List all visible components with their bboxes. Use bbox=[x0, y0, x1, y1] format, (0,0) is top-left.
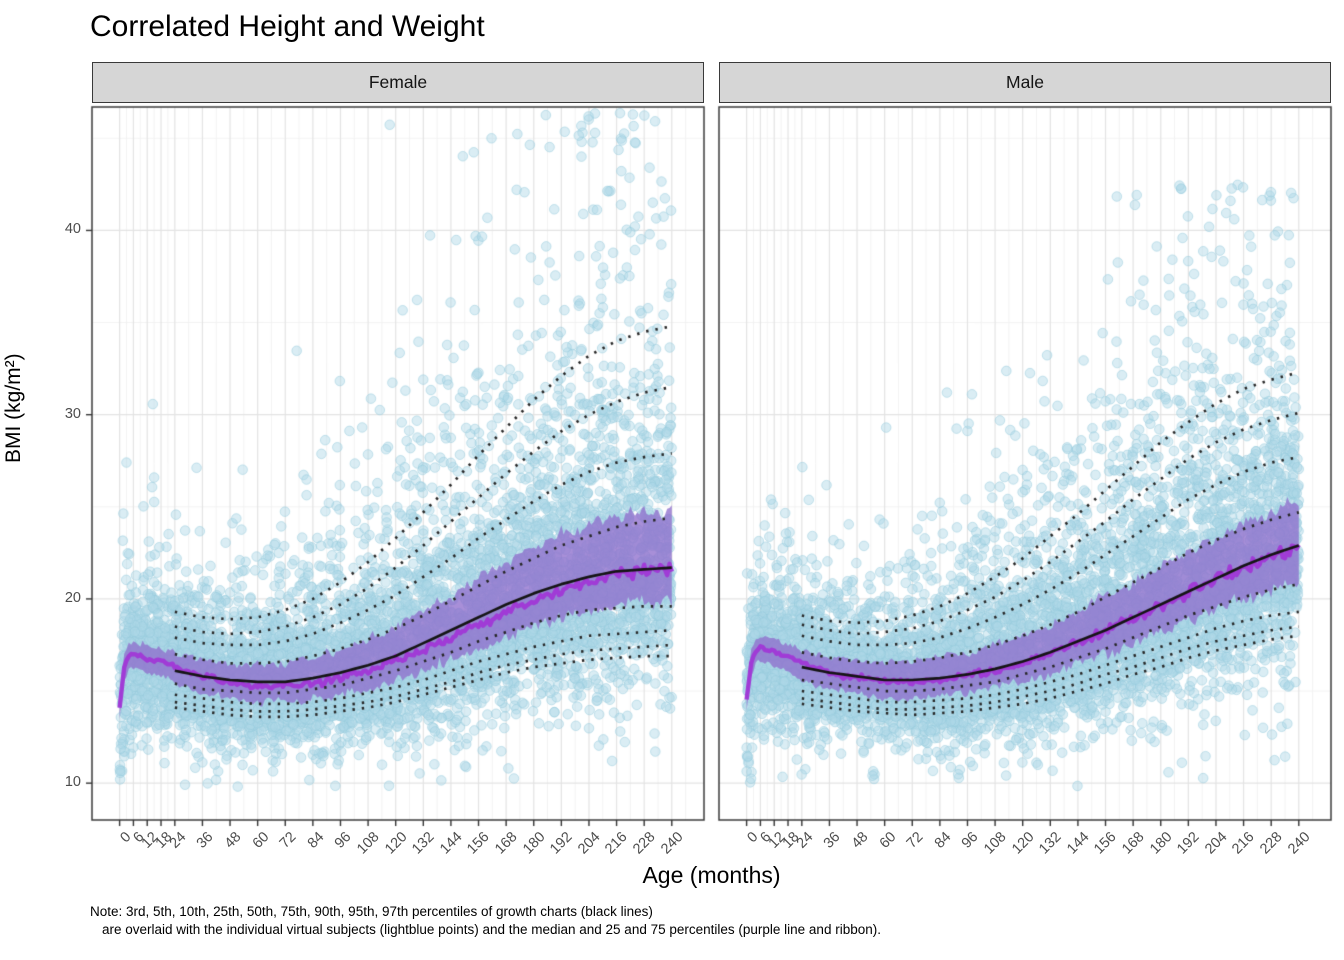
y-axis-title: BMI (kg/m²) bbox=[2, 353, 25, 463]
facet-strip-male-label: Male bbox=[1006, 72, 1044, 92]
chart-note: Note: 3rd, 5th, 10th, 25th, 50th, 75th, … bbox=[90, 903, 881, 939]
note-line-2: are overlaid with the individual virtual… bbox=[102, 922, 881, 937]
facet-strip-female: Female bbox=[92, 62, 704, 103]
y-tick-label: 20 bbox=[64, 589, 81, 606]
page-title: Correlated Height and Weight bbox=[90, 10, 485, 43]
facet-strip-female-label: Female bbox=[368, 72, 428, 92]
facet-strip-male: Male bbox=[719, 62, 1331, 103]
y-tick-label: 30 bbox=[64, 405, 81, 422]
note-line-1: Note: 3rd, 5th, 10th, 25th, 50th, 75th, … bbox=[90, 904, 653, 919]
x-axis-title: Age (months) bbox=[642, 862, 781, 888]
y-tick-label: 10 bbox=[64, 774, 81, 791]
y-tick-label: 40 bbox=[64, 221, 81, 238]
